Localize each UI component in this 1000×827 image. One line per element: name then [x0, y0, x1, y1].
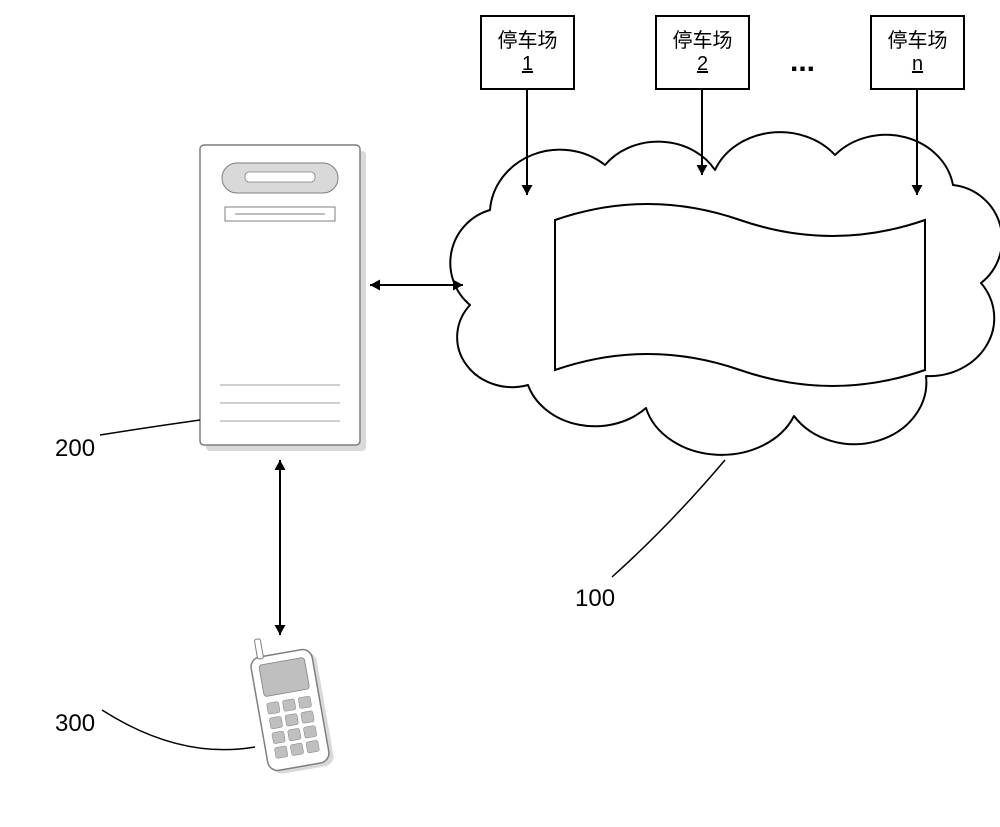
ref-label-phone: 300 [55, 710, 95, 738]
parking-box-n: 停车场 n [870, 15, 965, 90]
parking-box-1: 停车场 1 [480, 15, 575, 90]
parking-box-label: 停车场 [673, 30, 733, 53]
diagram-canvas: 停车场 1 停车场 2 停车场 n ... 100 200 300 [0, 0, 1000, 827]
parking-box-2: 停车场 2 [655, 15, 750, 90]
parking-box-number: n [912, 53, 923, 76]
ellipsis: ... [790, 45, 815, 79]
link-server-phone [275, 460, 286, 635]
phone-icon [246, 630, 335, 776]
parking-box-number: 1 [522, 53, 533, 76]
parking-box-label: 停车场 [888, 30, 948, 53]
parking-box-label: 停车场 [498, 30, 558, 53]
arrows-into-cloud [522, 90, 923, 195]
diagram-svg [0, 0, 1000, 827]
server-icon [200, 145, 366, 451]
ref-label-text: 200 [55, 435, 95, 462]
cloud-icon [450, 132, 1000, 455]
leader-lines [100, 420, 725, 750]
parking-box-number: 2 [697, 53, 708, 76]
data-flag-icon [555, 204, 925, 386]
ellipsis-text: ... [790, 45, 815, 78]
ref-label-text: 100 [575, 585, 615, 612]
ref-label-cloud: 100 [575, 585, 615, 613]
ref-label-text: 300 [55, 710, 95, 737]
ref-label-server: 200 [55, 435, 95, 463]
link-server-cloud [370, 280, 463, 291]
